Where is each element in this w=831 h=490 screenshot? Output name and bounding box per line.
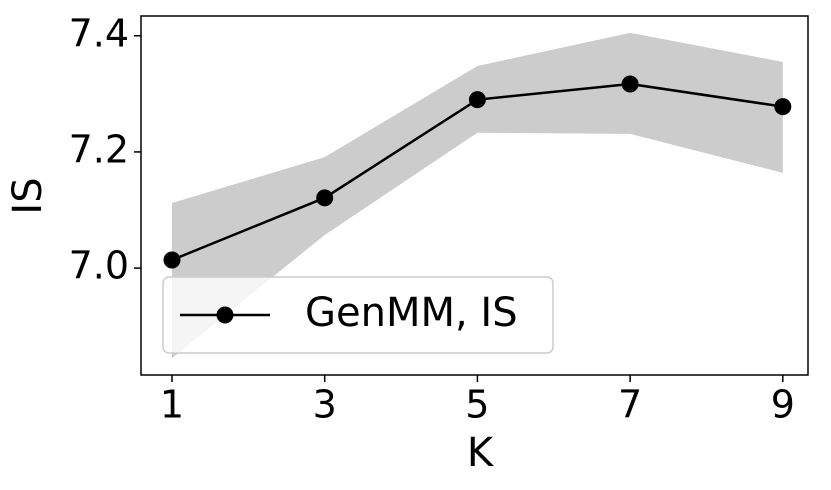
legend-marker — [216, 306, 234, 324]
marker — [163, 251, 181, 269]
y-tick-label: 7.0 — [69, 244, 129, 288]
marker — [468, 91, 486, 109]
x-tick-label: 1 — [160, 383, 184, 427]
x-tick-label: 7 — [618, 383, 642, 427]
x-axis-label: K — [467, 430, 495, 476]
x-tick-label: 5 — [465, 383, 489, 427]
legend-label: GenMM, IS — [305, 290, 518, 336]
error-band — [171, 32, 783, 359]
y-tick-label: 7.2 — [69, 127, 129, 171]
plot-frame — [140, 15, 809, 376]
y-tick-label: 7.4 — [69, 11, 129, 55]
legend: GenMM, IS — [162, 276, 554, 354]
marker — [316, 189, 334, 207]
x-tick-label: 3 — [313, 383, 337, 427]
marker — [774, 98, 792, 116]
legend-box — [162, 276, 554, 354]
x-tick-label: 9 — [771, 383, 795, 427]
marker — [621, 75, 639, 93]
y-axis-label: IS — [5, 177, 51, 214]
